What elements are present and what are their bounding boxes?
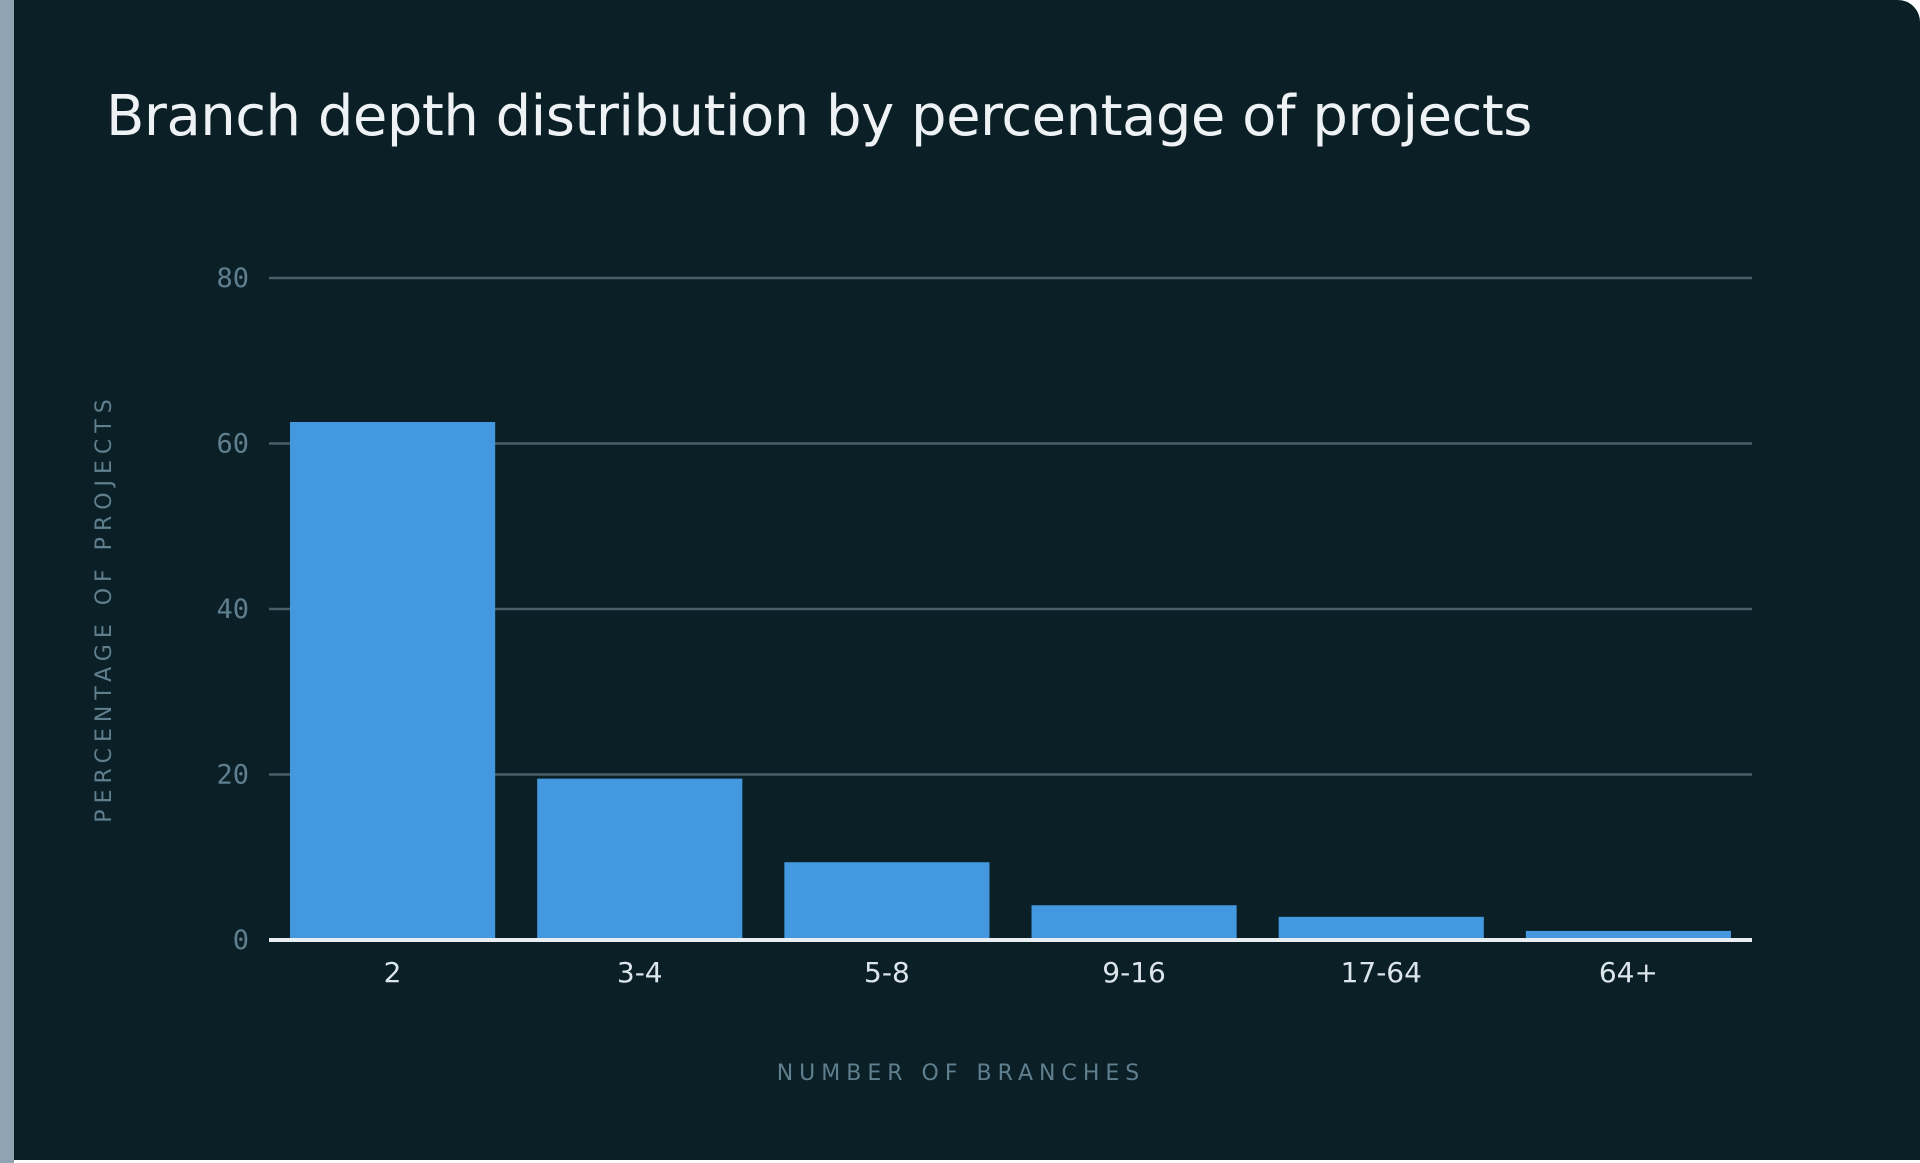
- x-tick-label: 2: [384, 956, 402, 989]
- bar-17-64: [1278, 916, 1484, 940]
- y-tick-label: 80: [216, 263, 249, 294]
- bar-64+: [1525, 930, 1731, 940]
- y-tick-label: 0: [233, 925, 249, 956]
- x-axis-label: NUMBER OF BRANCHES: [777, 1061, 1146, 1086]
- x-tick-label: 17-64: [1341, 956, 1422, 989]
- bar-2: [290, 421, 496, 940]
- bar-3-4: [537, 778, 743, 940]
- gridlines: [269, 276, 1752, 776]
- chart-title: Branch depth distribution by percentage …: [106, 84, 1532, 149]
- x-axis-ticks: 2 3-4 5-8 9-16 17-64 64+: [384, 956, 1658, 989]
- x-tick-label: 9-16: [1102, 956, 1166, 989]
- accent-strip: [0, 0, 14, 1163]
- bars: [290, 421, 1731, 940]
- x-tick-label: 64+: [1599, 956, 1658, 989]
- y-tick-label: 40: [216, 594, 249, 625]
- y-axis-label: PERCENTAGE OF PROJECTS: [92, 393, 117, 822]
- y-tick-label: 20: [216, 760, 249, 791]
- x-tick-label: 3-4: [617, 956, 663, 989]
- bar-9-16: [1031, 905, 1237, 940]
- bar-5-8: [784, 862, 990, 940]
- x-tick-label: 5-8: [864, 956, 910, 989]
- y-axis-ticks: 0 20 40 60 80: [216, 263, 249, 956]
- y-tick-label: 60: [216, 429, 249, 460]
